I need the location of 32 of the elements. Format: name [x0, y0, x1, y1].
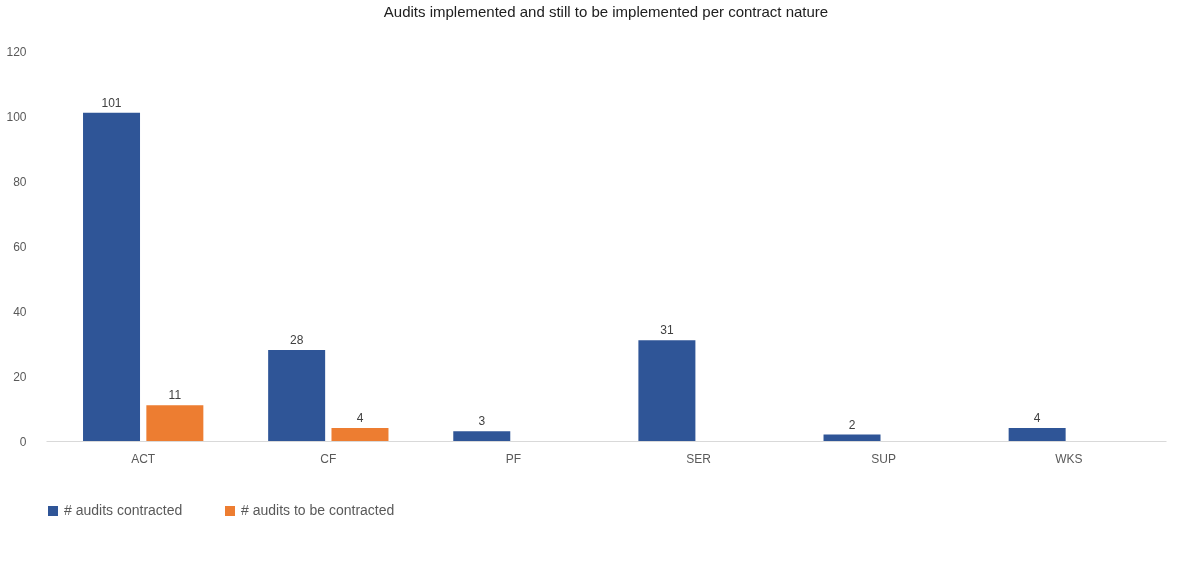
data-label: 11 [168, 388, 182, 403]
y-tick-label: 60 [13, 239, 27, 254]
y-tick-label: 120 [6, 44, 27, 59]
x-tick-label: WKS [1055, 451, 1083, 466]
chart-title: Audits implemented and still to be implemented per contract nature [383, 3, 829, 20]
y-tick-label: 80 [13, 174, 27, 189]
legend-label: # audits contracted [64, 502, 183, 518]
data-label: 3 [478, 414, 486, 429]
bar [146, 405, 204, 441]
bar [1008, 428, 1066, 441]
data-label: 4 [1033, 411, 1041, 425]
data-label: 2 [848, 417, 856, 432]
x-tick-label: ACT [131, 451, 156, 466]
data-label: 101 [101, 95, 122, 110]
y-tick-label: 40 [13, 304, 27, 319]
data-label: 28 [289, 333, 304, 347]
legend-label: # audits to be contracted [241, 502, 395, 518]
bar [268, 350, 326, 441]
x-tick-label: SUP [871, 451, 897, 466]
bar [453, 431, 511, 441]
bar [823, 434, 881, 441]
y-tick-label: 100 [6, 109, 27, 124]
bar [331, 428, 389, 441]
x-tick-label: CF [320, 451, 337, 466]
y-tick-label: 0 [19, 434, 27, 449]
x-tick-label: SER [686, 451, 712, 466]
bar [638, 340, 696, 441]
x-tick-label: PF [505, 451, 522, 466]
data-label: 31 [660, 323, 674, 338]
data-label: 4 [356, 411, 364, 425]
bar [83, 112, 141, 441]
y-tick-label: 20 [13, 369, 27, 384]
